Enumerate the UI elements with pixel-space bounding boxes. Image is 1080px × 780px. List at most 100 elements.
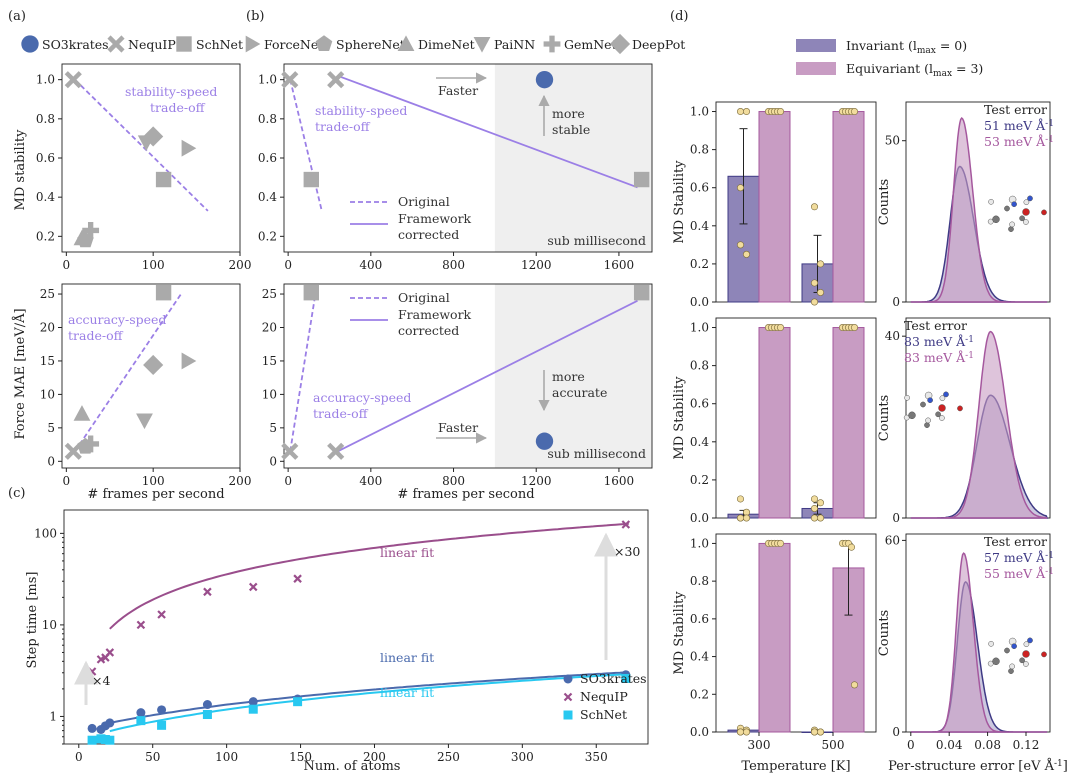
y-tick-label: 0.6	[690, 612, 709, 626]
sub-ms-label-bottom: sub millisecond	[547, 446, 646, 461]
panel-label-c: (c)	[8, 486, 25, 501]
y-tick-label: 0.4	[690, 650, 709, 664]
y-axis-label-counts: Counts	[877, 395, 892, 441]
bar-plot-frame	[715, 317, 877, 519]
x-tick-label: 800	[442, 258, 465, 272]
data-point-so3krates	[535, 432, 554, 450]
legend-marker-forcenet	[245, 35, 261, 53]
y-tick-label: 0.4	[36, 190, 55, 204]
data-point-invariant	[736, 495, 744, 503]
data-point-invariant	[742, 728, 750, 736]
y-axis-label-force-mae: Force MAE [meV/Å]	[12, 308, 28, 439]
data-point-schnet	[155, 284, 172, 301]
legend-marker-gemnet	[543, 35, 561, 53]
legend-marker-so3krates	[563, 674, 573, 684]
data-point-nequip	[293, 574, 302, 583]
data-point-schnet	[202, 710, 212, 720]
more-stable-label-2: stable	[552, 122, 590, 137]
data-point-nequip	[105, 648, 115, 657]
data-point-dimenet	[73, 405, 91, 421]
x-tick-label: 0	[75, 750, 83, 764]
x-tick-label: 100	[142, 258, 165, 272]
data-point-schnet	[87, 735, 97, 745]
x-tick-label: 0	[63, 258, 71, 272]
fit-label-schnet: linear fit	[380, 685, 434, 700]
y-tick-label: 0.2	[690, 257, 709, 271]
y-tick-label: 0.6	[690, 181, 709, 195]
atom	[1008, 668, 1014, 674]
legend-original-bottom: Original	[398, 290, 450, 305]
y-tick-label: 0.8	[690, 359, 709, 373]
test-error-equivariant: 53 meV Å-1	[984, 134, 1054, 149]
data-point-invariant	[736, 108, 744, 116]
legend-swatch-equivariant	[796, 62, 836, 75]
atom	[1019, 657, 1025, 664]
x-tick-label: 0.04	[936, 738, 963, 752]
legend-marker-spherenet	[315, 35, 333, 51]
y-tick-label: 1.0	[258, 73, 277, 87]
y-tick-label: 0.2	[258, 229, 277, 243]
x-axis-label-fps-a: # frames per second	[87, 487, 224, 502]
legend-panel-d: Invariant (lmax = 0) Equivariant (lmax = …	[796, 38, 983, 79]
atom	[1008, 226, 1014, 232]
data-point-deeppot	[143, 126, 164, 147]
legend-label-equivariant: Equivariant (lmax = 3)	[846, 61, 983, 79]
y-tick-label: 0.2	[690, 687, 709, 701]
y-tick-label: 15	[262, 354, 277, 368]
data-point-schnet	[633, 171, 650, 188]
atom	[939, 395, 946, 402]
legend-label-painn: PaiNN	[494, 37, 535, 52]
hist-equivariant	[910, 330, 1048, 519]
data-point-schnet	[248, 704, 258, 714]
legend-panel-c: SO3krates NequIP SchNet	[563, 671, 647, 722]
bar-equivariant	[832, 327, 865, 519]
legend-label-invariant: Invariant (lmax = 0)	[846, 38, 967, 56]
test-error-equivariant: 83 meV Å-1	[904, 350, 974, 365]
original-trend-line	[289, 79, 323, 212]
x-tick-label: 350	[585, 750, 608, 764]
sub-millisecond-shade	[494, 284, 652, 468]
y-axis-label-md-stability: MD stability	[13, 129, 28, 211]
y-tick-label: 0.8	[36, 112, 55, 126]
data-point-so3krates	[105, 718, 115, 728]
legend-label-nequip: NequIP	[128, 37, 176, 52]
annotation-stability-trade-a-1: stability-speed	[125, 84, 217, 99]
faster-label-bottom: Faster	[438, 420, 478, 435]
y-tick-label: 100	[34, 526, 57, 540]
x-tick-label: 0	[63, 474, 71, 488]
data-point-invariant	[742, 250, 750, 258]
annotation-accuracy-trade-b-2: trade-off	[313, 406, 369, 421]
data-point-invariant	[810, 728, 818, 736]
y-tick-label: 0.8	[690, 574, 709, 588]
y-tick-label: 0	[47, 454, 55, 468]
data-point-equivariant	[776, 324, 784, 332]
y-tick-label: 1	[49, 709, 57, 723]
data-point-equivariant	[776, 108, 784, 116]
atom	[938, 404, 946, 412]
y-tick-label: 10	[42, 618, 57, 632]
x-tick-label: 0	[907, 738, 915, 752]
y-tick-label: 50	[885, 134, 900, 148]
atom	[988, 198, 994, 205]
data-point-invariant	[810, 203, 818, 211]
y-tick-label: 0	[892, 511, 900, 525]
x-tick-label: 200	[229, 474, 252, 488]
atom	[988, 640, 994, 647]
legend-label-dimenet: DimeNet	[418, 37, 475, 52]
test-error-label: Test error	[904, 318, 967, 333]
annotation-stability-trade-b-2: trade-off	[315, 119, 371, 134]
y-tick-label: 0.4	[258, 190, 277, 204]
y-tick-label: 10	[262, 387, 277, 401]
data-point-equivariant	[850, 324, 858, 332]
more-stable-label-1: more	[552, 106, 585, 121]
plot-frame	[283, 283, 653, 469]
linear-fit-schnet	[109, 673, 629, 733]
x-tick-label: 1200	[521, 258, 552, 272]
x-tick-label: 50	[145, 750, 160, 764]
data-point-schnet	[633, 284, 650, 301]
faster-label-top: Faster	[438, 83, 478, 98]
x-tick-label: 1600	[604, 258, 635, 272]
data-point-invariant	[816, 514, 824, 522]
y-tick-label: 15	[40, 354, 55, 368]
